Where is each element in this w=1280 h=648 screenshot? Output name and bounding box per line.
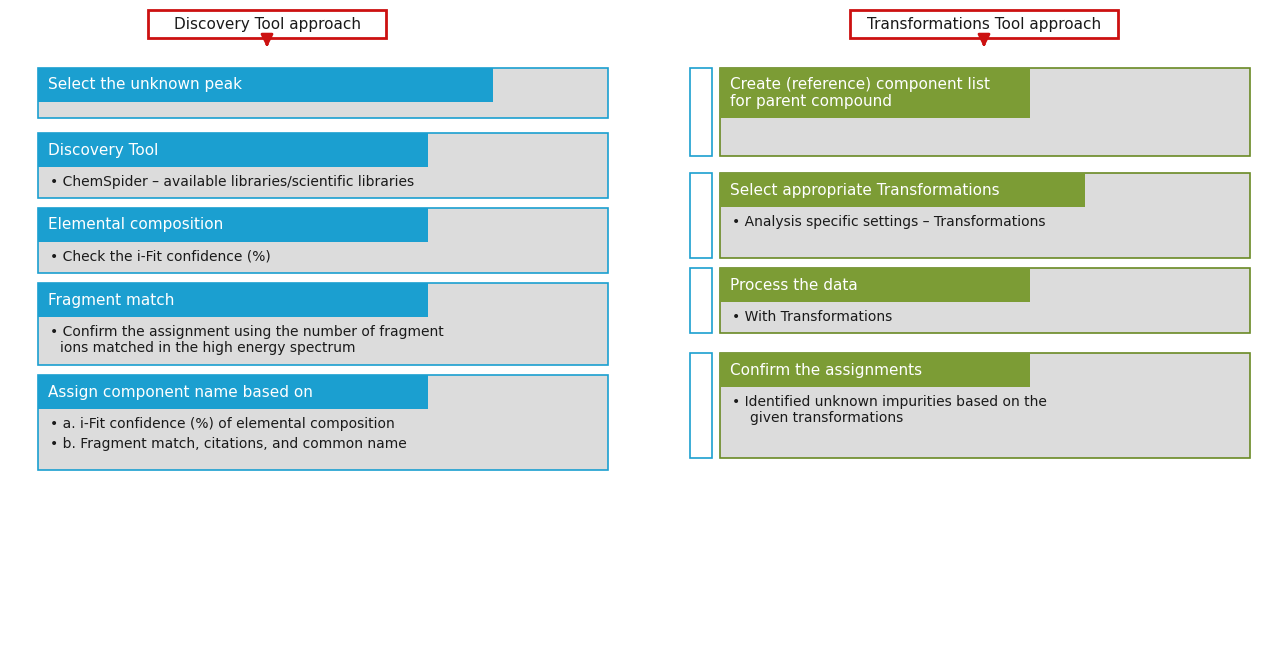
Bar <box>148 10 387 38</box>
Bar <box>690 353 712 458</box>
Text: Select the unknown peak: Select the unknown peak <box>49 78 242 93</box>
Bar <box>38 133 608 198</box>
Bar <box>690 68 712 156</box>
Text: • Identified unknown impurities based on the: • Identified unknown impurities based on… <box>732 395 1047 409</box>
Bar <box>719 68 1030 118</box>
Bar <box>38 375 608 470</box>
Bar <box>38 208 428 242</box>
Bar <box>719 173 1251 258</box>
Text: Assign component name based on: Assign component name based on <box>49 384 312 400</box>
Bar <box>719 173 1085 207</box>
Text: • Analysis specific settings – Transformations: • Analysis specific settings – Transform… <box>732 215 1046 229</box>
Bar <box>38 68 608 118</box>
Text: • ChemSpider – available libraries/scientific libraries: • ChemSpider – available libraries/scien… <box>50 175 415 189</box>
Text: Confirm the assignments: Confirm the assignments <box>730 362 922 378</box>
Text: Transformations Tool approach: Transformations Tool approach <box>867 16 1101 32</box>
Text: Process the data: Process the data <box>730 277 858 292</box>
Text: • Check the i-Fit confidence (%): • Check the i-Fit confidence (%) <box>50 250 271 264</box>
Bar <box>690 268 712 333</box>
Bar <box>38 375 428 409</box>
Bar <box>719 268 1030 302</box>
Text: • With Transformations: • With Transformations <box>732 310 892 324</box>
Text: Select appropriate Transformations: Select appropriate Transformations <box>730 183 1000 198</box>
Text: Create (reference) component list
for parent compound: Create (reference) component list for pa… <box>730 77 989 110</box>
Bar <box>38 283 428 317</box>
Bar <box>719 68 1251 156</box>
Text: Discovery Tool: Discovery Tool <box>49 143 159 157</box>
Bar <box>690 173 712 258</box>
Bar <box>38 208 608 273</box>
Text: Elemental composition: Elemental composition <box>49 218 223 233</box>
Text: Discovery Tool approach: Discovery Tool approach <box>174 16 361 32</box>
Text: • b. Fragment match, citations, and common name: • b. Fragment match, citations, and comm… <box>50 437 407 451</box>
Bar <box>719 353 1251 458</box>
Bar <box>850 10 1117 38</box>
Text: • a. i-Fit confidence (%) of elemental composition: • a. i-Fit confidence (%) of elemental c… <box>50 417 394 431</box>
Text: • Confirm the assignment using the number of fragment: • Confirm the assignment using the numbe… <box>50 325 444 339</box>
Bar <box>719 268 1251 333</box>
Bar <box>38 133 428 167</box>
Bar <box>719 353 1030 387</box>
Bar <box>38 68 493 102</box>
Bar <box>38 283 608 365</box>
Text: Fragment match: Fragment match <box>49 292 174 308</box>
Text: ions matched in the high energy spectrum: ions matched in the high energy spectrum <box>60 341 356 355</box>
Text: given transformations: given transformations <box>750 411 904 425</box>
